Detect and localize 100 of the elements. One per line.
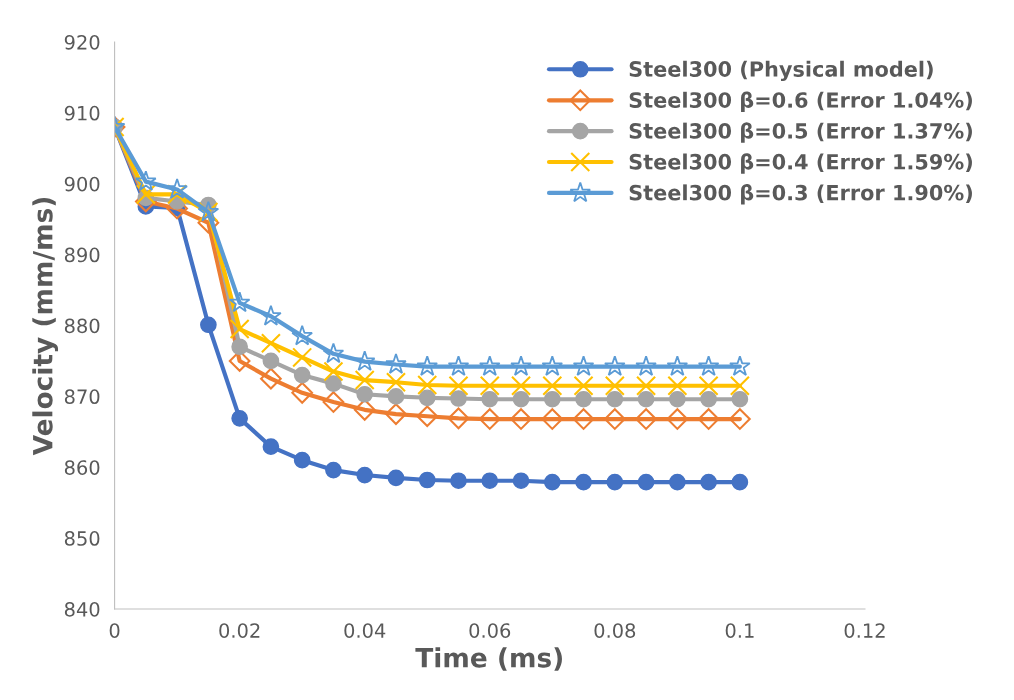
- point: [293, 366, 311, 384]
- point: [418, 471, 436, 489]
- point: [478, 355, 501, 376]
- y-tick-label: 860: [64, 460, 100, 475]
- point: [325, 375, 342, 392]
- point: [231, 338, 248, 356]
- point: [385, 403, 407, 425]
- point: [606, 473, 624, 491]
- point: [481, 390, 499, 408]
- point: [572, 408, 595, 430]
- point: [228, 291, 251, 313]
- point: [542, 375, 563, 396]
- point: [293, 451, 311, 469]
- legend-label: Steel300 β=0.4 (Error 1.59%): [629, 153, 972, 174]
- point: [260, 333, 281, 354]
- point: [450, 390, 467, 407]
- point: [700, 390, 717, 408]
- point: [354, 370, 375, 391]
- point: [447, 355, 470, 376]
- point: [729, 408, 751, 430]
- point: [512, 390, 530, 408]
- point: [667, 375, 688, 396]
- point: [636, 375, 657, 396]
- y-tick-label: 870: [64, 389, 100, 405]
- point: [356, 385, 374, 403]
- point: [260, 367, 282, 390]
- point: [322, 391, 345, 413]
- x-tick-label: 0.04: [344, 623, 386, 638]
- point: [291, 324, 313, 346]
- point: [543, 473, 561, 491]
- point: [635, 408, 657, 430]
- y-tick-label: 850: [64, 531, 100, 546]
- point: [135, 184, 156, 205]
- point: [416, 405, 439, 428]
- point: [604, 355, 626, 376]
- point: [731, 473, 749, 491]
- legend-label: Steel300 β=0.3 (Error 1.90%): [629, 184, 972, 205]
- point: [512, 472, 530, 490]
- point: [387, 388, 405, 405]
- x-tick-label: 0.02: [219, 623, 260, 638]
- point: [572, 355, 595, 376]
- x-tick-label: 0.12: [844, 623, 885, 638]
- x-tick-label: 0: [109, 623, 120, 638]
- point: [575, 473, 592, 491]
- point: [416, 355, 439, 376]
- point: [417, 374, 438, 396]
- y-tick-label: 840: [64, 601, 100, 617]
- point: [387, 469, 405, 487]
- y-tick-label: 900: [64, 176, 100, 192]
- point: [697, 408, 720, 430]
- point: [229, 318, 250, 340]
- point: [700, 473, 717, 491]
- point: [604, 375, 625, 396]
- x-tick-label: 0.06: [469, 623, 511, 638]
- point: [356, 466, 374, 484]
- point: [322, 342, 345, 364]
- point: [697, 355, 720, 376]
- point: [543, 390, 561, 408]
- point: [606, 390, 624, 408]
- point: [385, 372, 407, 393]
- point: [603, 408, 626, 430]
- legend-label: Steel300 (Physical model): [629, 60, 933, 82]
- x-tick-label: 0.08: [594, 623, 636, 638]
- point: [541, 408, 564, 430]
- point: [635, 355, 657, 376]
- point: [481, 472, 499, 490]
- point: [573, 375, 594, 396]
- point: [637, 473, 655, 491]
- point: [166, 178, 188, 199]
- point: [669, 390, 686, 408]
- point: [447, 407, 470, 430]
- point: [478, 408, 501, 430]
- point: [729, 375, 750, 396]
- point: [262, 352, 280, 370]
- point: [418, 389, 436, 407]
- point: [450, 472, 467, 490]
- point: [291, 381, 314, 404]
- point: [292, 347, 313, 368]
- y-tick-label: 880: [64, 318, 100, 334]
- y-axis-title: Velocity (mm/ms): [32, 197, 59, 456]
- point: [479, 375, 500, 396]
- point: [666, 355, 689, 376]
- point: [200, 316, 217, 334]
- y-tick-label: 920: [64, 34, 100, 50]
- point: [575, 390, 592, 408]
- point: [353, 350, 376, 371]
- point: [541, 355, 564, 376]
- point: [385, 353, 407, 374]
- point: [698, 375, 719, 396]
- point: [731, 390, 749, 408]
- point: [510, 408, 532, 430]
- x-axis-title: Time (ms): [415, 647, 562, 671]
- point: [669, 473, 686, 491]
- point: [448, 375, 469, 396]
- legend-label: Steel300 β=0.6 (Error 1.04%): [629, 91, 972, 112]
- x-tick-label: 0.1: [725, 623, 754, 638]
- point: [260, 304, 282, 326]
- legend-label: Steel300 β=0.5 (Error 1.37%): [629, 122, 972, 143]
- y-tick-label: 910: [64, 105, 100, 121]
- point: [323, 361, 344, 382]
